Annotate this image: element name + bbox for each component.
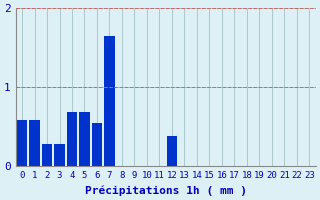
Bar bbox=[79, 112, 90, 166]
Bar bbox=[167, 136, 177, 166]
Bar bbox=[67, 112, 77, 166]
Bar bbox=[17, 120, 27, 166]
Bar bbox=[104, 36, 115, 166]
Bar bbox=[42, 144, 52, 166]
X-axis label: Précipitations 1h ( mm ): Précipitations 1h ( mm ) bbox=[85, 185, 247, 196]
Bar bbox=[54, 144, 65, 166]
Bar bbox=[29, 120, 40, 166]
Bar bbox=[92, 123, 102, 166]
